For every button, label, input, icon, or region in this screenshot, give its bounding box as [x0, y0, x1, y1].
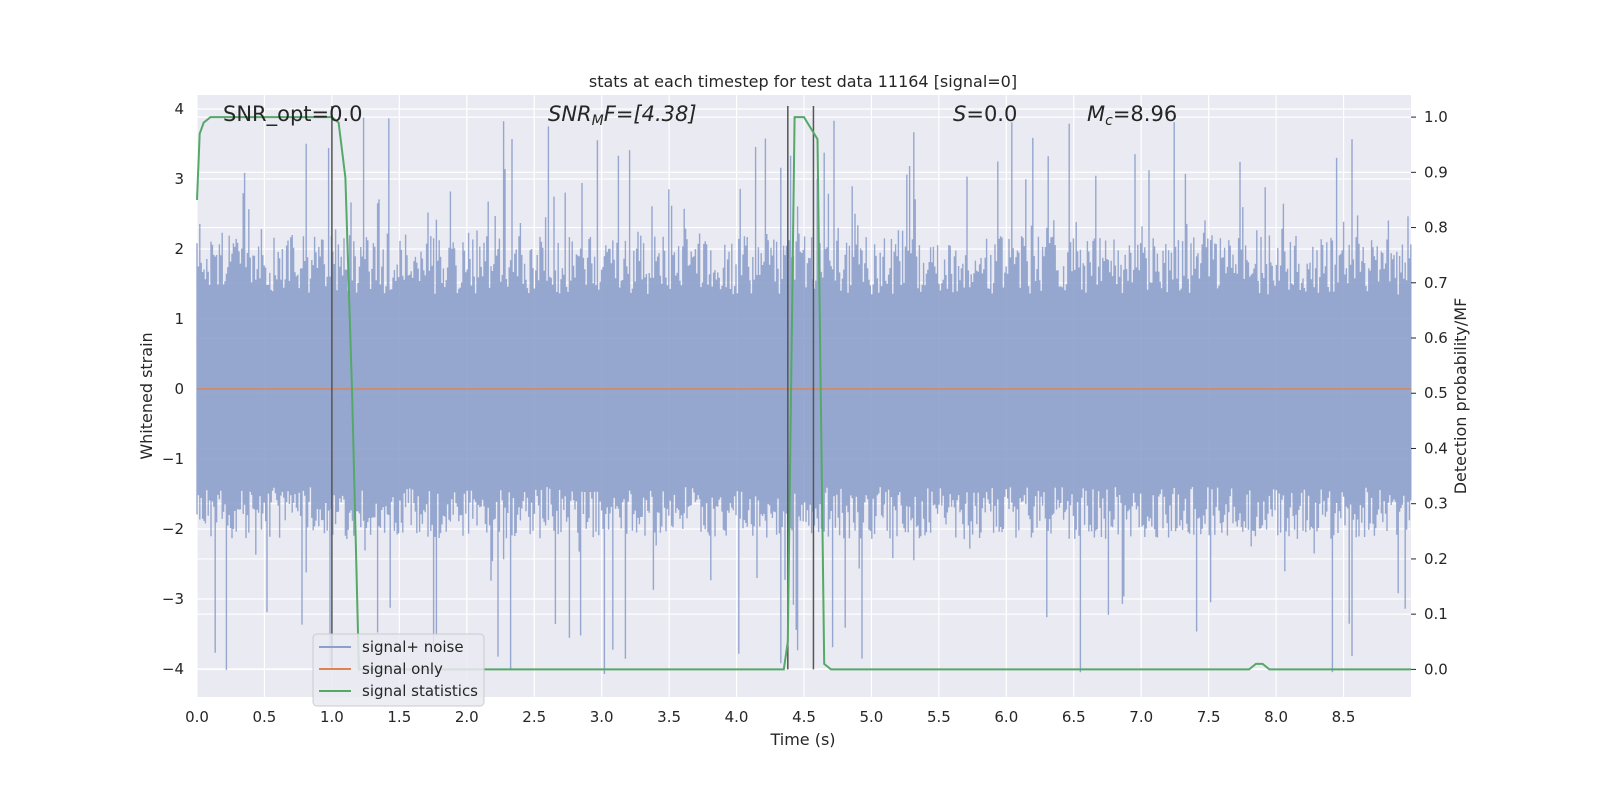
statistics-series: [196, 116, 1411, 671]
y-tick-label: 0: [174, 380, 184, 398]
x-tick-label: 7.5: [1197, 708, 1221, 726]
y2-tick-label: 0.8: [1424, 219, 1448, 237]
annotation-s-var: S: [953, 102, 966, 126]
y2-tick-label: 0.4: [1424, 439, 1448, 457]
x-tick-label: 8.5: [1332, 708, 1356, 726]
x-tick-label: 1.0: [320, 708, 344, 726]
y-tick-label: 1: [174, 310, 184, 328]
y2-axis-ticks: 0.0 0.1 0.2 0.3 0.4 0.5 0.6 0.7 0.8 0.9 1.0: [1411, 108, 1448, 678]
x-tick-label: 4.5: [792, 708, 816, 726]
y2-tick-label: 0.5: [1424, 384, 1448, 402]
annotation-snr-mf-sub: M: [592, 113, 604, 129]
y2-tick-label: 0.9: [1424, 163, 1448, 181]
annotation-s: S=0.0: [953, 102, 1017, 126]
x-tick-label: 8.0: [1264, 708, 1288, 726]
annotation-mc-var: M: [1087, 102, 1105, 126]
x-tick-label: 5.0: [860, 708, 884, 726]
annotation-snr-mf: SNRMF=[4.38]: [548, 102, 697, 129]
annotation-mc-sub: c: [1105, 113, 1113, 129]
x-tick-label: 6.0: [994, 708, 1018, 726]
y2-tick-label: 1.0: [1424, 108, 1448, 126]
y2-tick-label: 0.1: [1424, 605, 1448, 623]
annotation-s-value: =0.0: [966, 102, 1017, 126]
y-tick-label: −2: [162, 520, 184, 538]
x-tick-label: 2.0: [455, 708, 479, 726]
legend-box: [312, 633, 485, 707]
annotation-snr-opt: SNR_opt=0.0: [223, 102, 363, 127]
legend-label-signal-only: signal only: [362, 660, 443, 678]
y2-tick-label: 0.2: [1424, 550, 1448, 568]
y-tick-label: −1: [162, 450, 184, 468]
legend-label-statistics: signal statistics: [362, 682, 478, 700]
x-tick-label: 1.5: [387, 708, 411, 726]
y-tick-label: −3: [162, 590, 184, 608]
y-tick-label: 2: [174, 240, 184, 258]
y2-tick-label: 0.0: [1424, 660, 1448, 678]
y-axis-label: Whitened strain: [137, 332, 156, 459]
x-tick-label: 0.0: [185, 708, 209, 726]
legend-label-noise: signal+ noise: [362, 638, 464, 656]
x-tick-label: 2.5: [522, 708, 546, 726]
x-tick-label: 0.5: [253, 708, 277, 726]
statistics-line: [196, 116, 1411, 671]
x-tick-label: 5.5: [927, 708, 951, 726]
annotation-snr-mf-post: F=[4.38]: [604, 102, 697, 126]
annotation-mc: Mc=8.96: [1087, 102, 1177, 129]
annotations: SNR_opt=0.0 SNRMF=[4.38] S=0.0 Mc=8.96: [223, 102, 1177, 129]
x-tick-label: 4.0: [725, 708, 749, 726]
chart-title: stats at each timestep for test data 111…: [589, 72, 1017, 91]
y2-axis-label: Detection probability/MF: [1451, 298, 1470, 495]
annotation-mc-value: =8.96: [1113, 102, 1177, 126]
x-axis-label: Time (s): [769, 730, 835, 749]
x-tick-label: 7.0: [1129, 708, 1153, 726]
y-tick-label: 3: [174, 170, 184, 188]
x-tick-label: 6.5: [1062, 708, 1086, 726]
legend: signal+ noise signal only signal statist…: [312, 633, 485, 707]
y2-tick-label: 0.3: [1424, 495, 1448, 513]
annotation-snr-mf-pre: SNR: [548, 102, 592, 126]
y-tick-label: 4: [174, 100, 184, 118]
x-tick-label: 3.0: [590, 708, 614, 726]
y-tick-label: −4: [162, 660, 184, 678]
x-axis-ticks: 0.0 0.5 1.0 1.5 2.0 2.5 3.0 3.5 4.0 4.5 5.0 5.5 6.0 6…: [185, 708, 1355, 726]
y-axis-ticks: −4 −3 −2 −1 0 1 2 3 4: [162, 100, 184, 678]
x-tick-label: 3.5: [657, 708, 681, 726]
y2-tick-label: 0.7: [1424, 274, 1448, 292]
y2-tick-label: 0.6: [1424, 329, 1448, 347]
